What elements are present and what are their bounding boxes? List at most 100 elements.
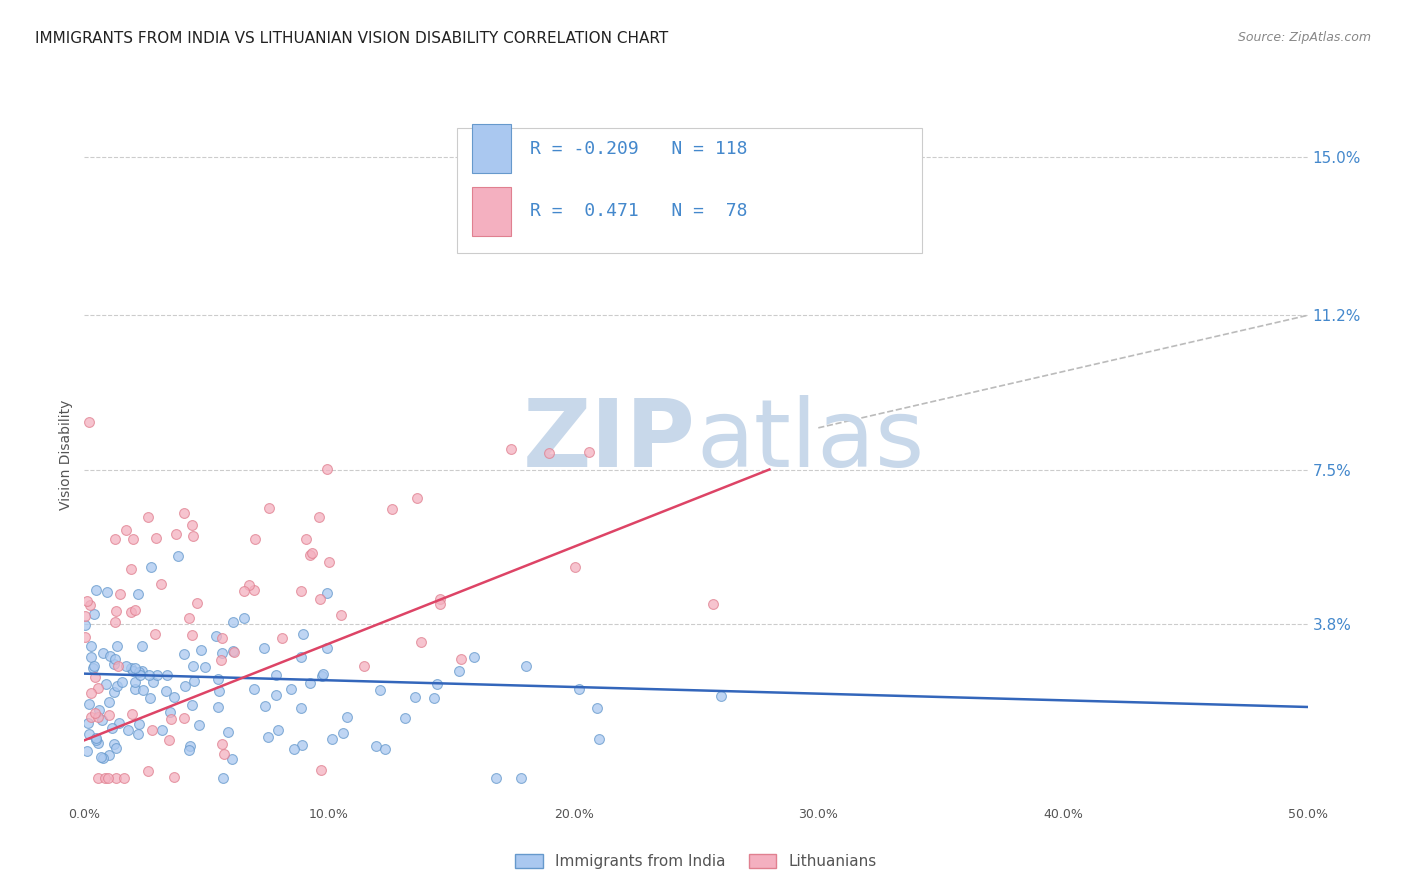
Point — [405, 491, 427, 505]
Point — [709, 689, 731, 703]
Point — [266, 723, 288, 737]
Point — [394, 711, 416, 725]
Point — [411, 634, 433, 648]
Point — [211, 737, 233, 751]
Point — [290, 650, 312, 665]
Point — [212, 771, 235, 785]
Point — [515, 659, 537, 673]
Point — [254, 699, 277, 714]
Point — [180, 517, 202, 532]
Point — [84, 731, 107, 745]
Point — [183, 673, 205, 688]
Point — [110, 587, 132, 601]
Point — [111, 674, 134, 689]
Point — [124, 603, 146, 617]
Point — [131, 639, 153, 653]
Point — [84, 733, 107, 747]
Point — [105, 771, 128, 785]
Point — [290, 583, 312, 598]
Point — [301, 546, 323, 560]
Point — [142, 674, 165, 689]
Point — [75, 609, 97, 624]
Point — [80, 710, 103, 724]
Point — [163, 770, 186, 784]
Text: Source: ZipAtlas.com: Source: ZipAtlas.com — [1237, 31, 1371, 45]
Point — [222, 643, 245, 657]
Point — [586, 700, 609, 714]
Point — [257, 501, 280, 516]
Point — [366, 739, 388, 753]
Point — [127, 726, 149, 740]
Point — [181, 529, 204, 543]
Point — [242, 681, 264, 696]
Point — [136, 510, 159, 524]
Point — [315, 640, 337, 655]
Point — [222, 615, 245, 629]
Point — [578, 445, 600, 459]
Point — [145, 667, 167, 681]
Point — [188, 717, 211, 731]
Point — [381, 502, 404, 516]
Point — [266, 688, 288, 702]
Point — [77, 716, 100, 731]
Point — [120, 606, 142, 620]
Point — [136, 764, 159, 779]
Point — [450, 651, 472, 665]
Point — [221, 752, 243, 766]
Point — [299, 548, 322, 562]
Point — [112, 771, 135, 785]
Point — [295, 532, 318, 546]
Point — [80, 639, 103, 653]
Point — [368, 683, 391, 698]
Point — [150, 723, 173, 738]
Point — [87, 681, 110, 695]
Point — [426, 677, 449, 691]
Point — [283, 742, 305, 756]
Point — [138, 668, 160, 682]
Point — [143, 627, 166, 641]
Point — [86, 771, 108, 785]
Text: ZIP: ZIP — [523, 395, 696, 487]
Point — [105, 639, 128, 653]
Point — [537, 446, 560, 460]
Point — [141, 559, 163, 574]
Point — [128, 668, 150, 682]
Point — [84, 670, 107, 684]
Point — [149, 577, 172, 591]
Point — [91, 646, 114, 660]
Point — [138, 691, 160, 706]
Point — [128, 665, 150, 679]
Point — [253, 640, 276, 655]
Point — [157, 733, 180, 747]
Point — [160, 712, 183, 726]
Point — [194, 660, 217, 674]
Point — [122, 533, 145, 547]
Point — [292, 627, 315, 641]
Point — [156, 668, 179, 682]
Point — [120, 562, 142, 576]
Point — [311, 669, 333, 683]
Point — [104, 652, 127, 666]
Point — [209, 653, 232, 667]
Point — [271, 632, 294, 646]
Point — [84, 583, 107, 598]
Point — [238, 578, 260, 592]
Point — [702, 597, 724, 611]
Point — [124, 681, 146, 696]
Point — [429, 591, 451, 606]
Point — [485, 771, 508, 785]
Point — [82, 661, 104, 675]
Point — [93, 751, 115, 765]
Point — [181, 628, 204, 642]
Point — [108, 716, 131, 731]
Point — [423, 691, 446, 706]
Bar — [472, 187, 512, 235]
Point — [312, 666, 335, 681]
Point — [103, 737, 125, 751]
Point — [207, 700, 229, 714]
Point — [509, 771, 531, 785]
Y-axis label: Vision Disability: Vision Disability — [59, 400, 73, 510]
Point — [308, 509, 330, 524]
Point — [181, 698, 204, 712]
Point — [104, 532, 127, 546]
